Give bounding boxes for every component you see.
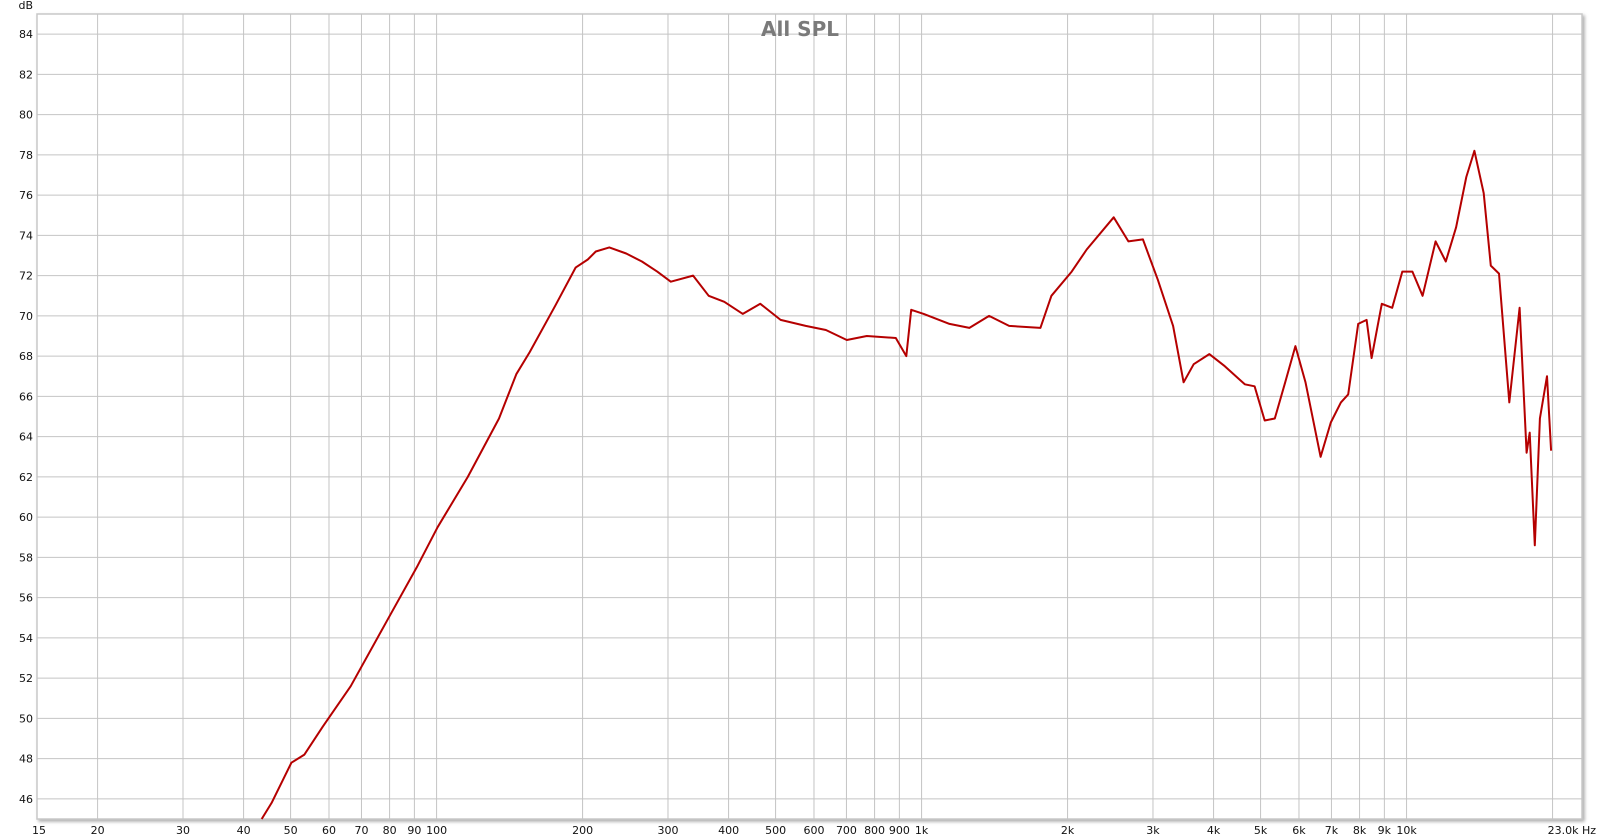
y-tick-label: 54 xyxy=(19,632,33,645)
x-tick-labels: 15 20 30 40 50 60 70 80 90 100 200 300 400 500 600 700 8… xyxy=(32,824,1596,837)
chart-title: All SPL xyxy=(761,17,839,41)
y-tick-label: 56 xyxy=(19,592,33,605)
y-tick-labels: 46 48 50 52 54 56 58 60 62 64 66 68 70 72 74 76 78 80 82 84 xyxy=(19,28,33,806)
x-tick-label: 100 xyxy=(426,824,447,837)
x-tick-label: 300 xyxy=(657,824,678,837)
x-tick-label: 8k xyxy=(1353,824,1367,837)
x-tick-label: 3k xyxy=(1146,824,1160,837)
y-tick-label: 62 xyxy=(19,471,33,484)
y-tick-label: 80 xyxy=(19,109,33,122)
y-tick-label: 74 xyxy=(19,229,33,242)
y-tick-label: 60 xyxy=(19,511,33,524)
x-tick-label: 200 xyxy=(572,824,593,837)
y-tick-label: 70 xyxy=(19,310,33,323)
y-tick-label: 52 xyxy=(19,672,33,685)
x-tick-label: 10k xyxy=(1396,824,1417,837)
x-tick-label: 400 xyxy=(718,824,739,837)
x-tick-label: 50 xyxy=(284,824,298,837)
y-tick-label: 58 xyxy=(19,551,33,564)
x-tick-label: 4k xyxy=(1207,824,1221,837)
x-tick-label: 700 xyxy=(836,824,857,837)
series-lines xyxy=(260,149,1553,820)
y-tick-label: 82 xyxy=(19,68,33,81)
x-tick-label: 6k xyxy=(1292,824,1306,837)
x-tick-label: 40 xyxy=(237,824,251,837)
y-tick-label: 46 xyxy=(19,793,33,806)
x-tick-label: 30 xyxy=(176,824,190,837)
y-tick-label: 84 xyxy=(19,28,33,41)
y-tick-label: 78 xyxy=(19,149,33,162)
x-tick-label: 23.0k Hz xyxy=(1548,824,1597,837)
y-tick-label: 72 xyxy=(19,270,33,283)
plot-area xyxy=(36,13,1583,820)
y-tick-label: 64 xyxy=(19,431,33,444)
y-axis-label: dB xyxy=(18,0,33,12)
x-tick-label: 1k xyxy=(915,824,929,837)
x-tick-label: 70 xyxy=(354,824,368,837)
x-tick-label: 15 xyxy=(32,824,46,837)
series-line xyxy=(260,149,1553,820)
x-tick-label: 2k xyxy=(1061,824,1075,837)
x-tick-label: 60 xyxy=(322,824,336,837)
y-tick-label: 68 xyxy=(19,350,33,363)
x-tick-label: 20 xyxy=(91,824,105,837)
y-tick-label: 48 xyxy=(19,753,33,766)
x-tick-label: 500 xyxy=(765,824,786,837)
x-tick-label: 5k xyxy=(1254,824,1268,837)
x-tick-label: 900 xyxy=(889,824,910,837)
x-tick-label: 90 xyxy=(407,824,421,837)
y-tick-label: 66 xyxy=(19,390,33,403)
y-tick-label: 76 xyxy=(19,189,33,202)
x-tick-label: 9k xyxy=(1378,824,1392,837)
x-tick-label: 7k xyxy=(1325,824,1339,837)
x-tick-label: 600 xyxy=(803,824,824,837)
grid xyxy=(37,14,1582,819)
x-tick-label: 800 xyxy=(864,824,885,837)
y-tick-label: 50 xyxy=(19,712,33,725)
x-tick-label: 80 xyxy=(383,824,397,837)
